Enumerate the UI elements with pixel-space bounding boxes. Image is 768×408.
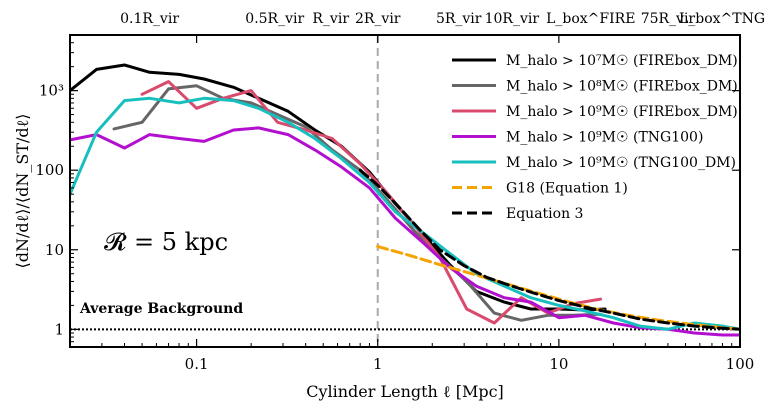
legend-label-0: M_halo > 10⁷M☉ (FIREbox_DM) <box>506 53 738 69</box>
legend: M_halo > 10⁷M☉ (FIREbox_DM) M_halo > 10⁸M… <box>452 53 738 222</box>
series-line-6 <box>358 168 740 331</box>
legend-label-3: M_halo > 10⁹M☉ (TNG100) <box>506 130 703 146</box>
y-tick-label-3: 10³ <box>39 82 64 100</box>
background-label: Average Background <box>79 301 243 317</box>
series-line-4 <box>70 96 740 331</box>
axis-layer: 0.1 1 10 100 1 10 100 10³ 0.1R_vir 0.5R_vir R_vir 2… <box>35 11 765 373</box>
series-layer <box>70 63 740 337</box>
series-line-3 <box>70 126 740 337</box>
y-tick-label-1: 10 <box>45 241 64 259</box>
top-tick-label-1: 0.5R_vir <box>245 11 304 27</box>
legend-label-1: M_halo > 10⁸M☉ (FIREbox_DM) <box>506 79 738 95</box>
top-tick-label-5: 10R_vir <box>485 11 540 27</box>
x-tick-label-2: 10 <box>549 355 568 373</box>
legend-label-6: Equation 3 <box>506 206 583 222</box>
top-tick-label-3: 2R_vir <box>355 11 401 27</box>
x-tick-label-1: 1 <box>373 355 383 373</box>
top-tick-label-4: 5R_vir <box>436 11 482 27</box>
top-tick-label-2: R_vir <box>312 11 349 27</box>
x-tick-label-0: 0.1 <box>185 355 209 373</box>
x-axis-label: Cylinder Length ℓ [Mpc] <box>306 382 504 401</box>
legend-label-2: M_halo > 10⁹M☉ (FIREbox_DM) <box>506 104 738 120</box>
y-tick-label-2: 100 <box>35 161 64 179</box>
top-tick-label-7: 75R_vir <box>641 11 696 27</box>
top-tick-label-8: L_box^TNG <box>679 11 765 27</box>
radius-annotation: 𝓡 = 5 kpc <box>104 228 228 256</box>
x-tick-label-3: 100 <box>726 355 755 373</box>
plot-frame <box>69 34 741 348</box>
legend-label-4: M_halo > 10⁹M☉ (TNG100_DM) <box>506 155 736 171</box>
legend-label-5: G18 (Equation 1) <box>506 181 628 197</box>
top-tick-label-0: 0.1R_vir <box>120 11 179 27</box>
y-tick-label-0: 1 <box>54 320 64 338</box>
y-axis-label: ⟨dN/dℓ⟩/⟨dN_ST/dℓ⟩ <box>13 113 32 268</box>
top-tick-label-6: L_box^FIRE <box>546 11 635 27</box>
